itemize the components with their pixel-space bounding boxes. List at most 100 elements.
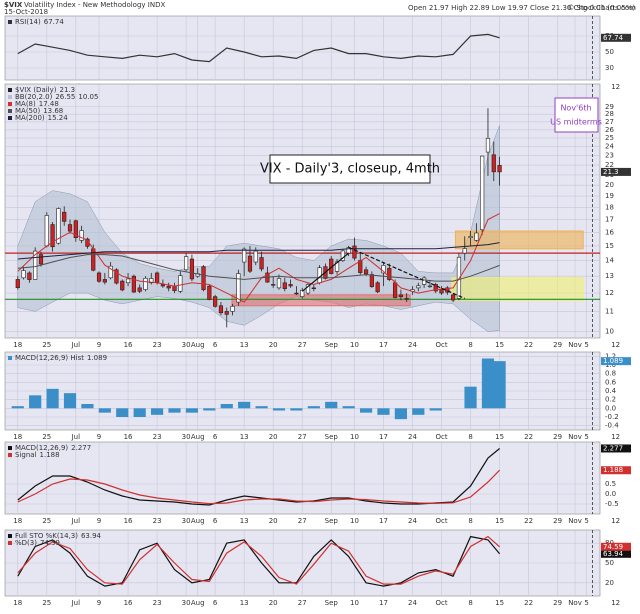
- histogram-bar: [11, 406, 24, 409]
- credit: © StockCharts.com: [567, 4, 636, 12]
- candle-body: [120, 280, 125, 291]
- candle-body: [271, 284, 276, 286]
- candle-body: [149, 278, 154, 284]
- histogram-bar: [238, 401, 251, 409]
- value-tag-label: 1.089: [603, 357, 623, 365]
- legend-text: 1.089: [87, 354, 107, 362]
- x-tick-label: 17: [379, 599, 388, 607]
- candle-body: [143, 277, 148, 290]
- legend-swatch: [8, 446, 12, 450]
- x-tick-label: 12: [611, 517, 620, 525]
- legend-text: 21.3: [60, 86, 76, 94]
- histogram-bar: [63, 393, 77, 409]
- x-tick-label: Oct: [435, 599, 447, 607]
- y-tick-label: 25: [605, 134, 614, 142]
- histogram-bar: [429, 408, 442, 411]
- histogram-bar: [98, 408, 111, 413]
- candle-body: [439, 289, 444, 294]
- candle-body: [392, 282, 398, 298]
- histogram-bar: [342, 406, 355, 409]
- histogram-bar: [150, 408, 164, 415]
- value-tag: [601, 444, 631, 453]
- x-tick-label: 15: [495, 341, 504, 349]
- candle-body: [125, 278, 131, 284]
- x-tick-label: 5: [584, 517, 588, 525]
- y-tick-label: 17: [605, 216, 614, 224]
- legend-text: RSI(14): [15, 18, 41, 26]
- value-tag-label: 74.59: [603, 543, 623, 551]
- candle-body: [108, 265, 113, 279]
- y-tick-label: 0.2: [605, 396, 616, 404]
- y-tick-label: 11: [605, 307, 614, 315]
- x-tick-label: Aug: [191, 433, 205, 441]
- moving-average: [17, 254, 500, 282]
- series-line: [17, 535, 501, 587]
- candle-body: [474, 232, 479, 241]
- candle-body: [253, 250, 258, 263]
- series-line: [17, 33, 500, 63]
- candle-body: [497, 165, 502, 173]
- candle-body: [259, 257, 264, 270]
- y-tick-label: -0.2: [605, 413, 619, 421]
- value-tag-label: 63.94: [603, 550, 624, 558]
- x-tick-label: 9: [97, 599, 101, 607]
- candle-body: [114, 269, 119, 284]
- x-tick-label: 13: [240, 341, 249, 349]
- histogram-bar: [46, 388, 59, 409]
- value-tag: [601, 33, 631, 42]
- histogram-bar: [168, 408, 181, 413]
- histogram-bar: [220, 404, 233, 409]
- legend-text: MA(8): [15, 100, 36, 108]
- x-tick-label: 8: [468, 341, 472, 349]
- candle-body: [137, 287, 142, 292]
- x-tick-label: 25: [42, 433, 51, 441]
- legend-text: 67.74: [44, 18, 65, 26]
- legend-swatch: [8, 534, 12, 538]
- x-tick-label: 23: [153, 433, 162, 441]
- x-tick-label: 16: [124, 517, 133, 525]
- x-tick-label: 15: [495, 599, 504, 607]
- histogram-bar: [81, 404, 94, 409]
- histogram-bar: [290, 408, 303, 411]
- x-tick-label: 10: [350, 341, 359, 349]
- candle-body: [15, 279, 20, 288]
- candle-body: [247, 255, 253, 272]
- candle-body: [485, 137, 491, 153]
- candle-body: [456, 256, 462, 299]
- event-label: US midterms: [550, 118, 602, 127]
- x-tick-label: 23: [153, 341, 162, 349]
- x-tick-label: 29: [553, 599, 562, 607]
- x-tick-label: 8: [468, 433, 472, 441]
- value-tag: [601, 542, 631, 551]
- histogram-bar: [394, 408, 407, 420]
- x-tick-label: 18: [13, 517, 22, 525]
- x-tick-label: 13: [240, 599, 249, 607]
- y-tick-label: -0.5: [605, 500, 619, 508]
- quote-stats: Open 21.97 High 22.89 Low 19.97 Close 21…: [408, 4, 635, 12]
- x-tick-label: 16: [124, 433, 133, 441]
- x-tick-label: 30: [182, 341, 191, 349]
- candle-body: [433, 284, 438, 292]
- y-tick-label: 15: [605, 242, 614, 250]
- x-tick-label: 20: [269, 433, 278, 441]
- x-tick-label: 25: [42, 341, 51, 349]
- note-box: [269, 154, 431, 184]
- y-tick-label: 0.6: [605, 378, 617, 386]
- candle-body: [242, 248, 247, 263]
- x-tick-label: 5: [584, 599, 588, 607]
- candle-body: [160, 284, 165, 287]
- x-tick-label: 9: [97, 433, 101, 441]
- candle-body: [207, 285, 212, 300]
- legend-text: MACD(12,26,9) Hist: [15, 354, 84, 362]
- histogram-bar: [359, 408, 373, 413]
- title: Volatility Index - New Methodology INDX: [24, 1, 165, 9]
- x-tick-label: 22: [524, 433, 533, 441]
- histogram-bar: [203, 408, 216, 411]
- candle-body: [79, 230, 84, 241]
- legend-swatch: [8, 541, 12, 545]
- candle-body: [422, 277, 427, 285]
- candle-body: [73, 220, 78, 238]
- candle-body: [375, 282, 380, 293]
- x-tick-label: 22: [524, 599, 533, 607]
